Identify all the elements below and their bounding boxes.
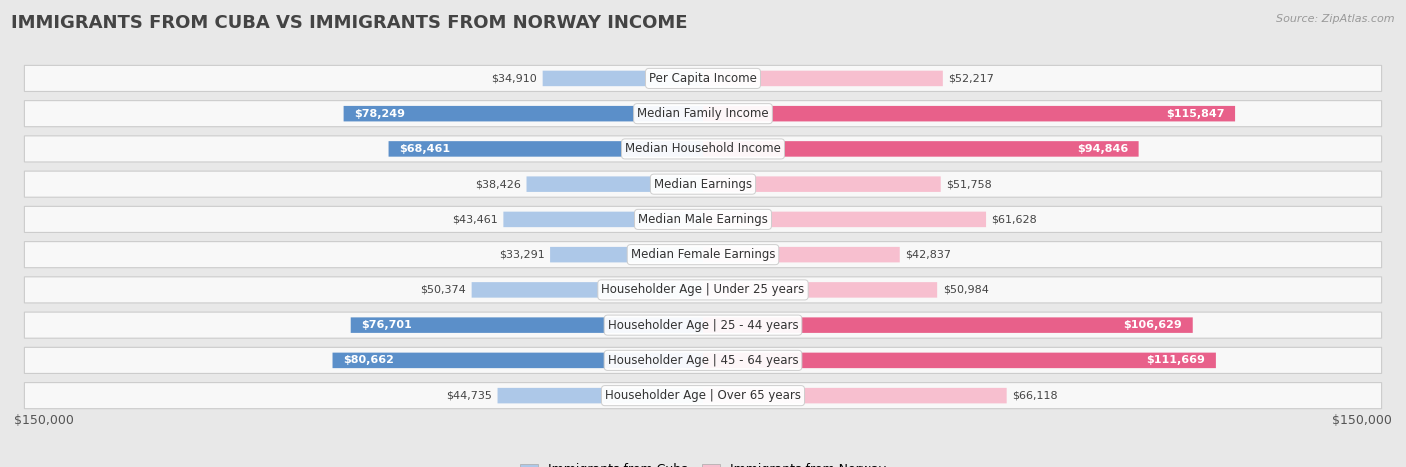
Text: IMMIGRANTS FROM CUBA VS IMMIGRANTS FROM NORWAY INCOME: IMMIGRANTS FROM CUBA VS IMMIGRANTS FROM … <box>11 14 688 32</box>
Text: Median Female Earnings: Median Female Earnings <box>631 248 775 261</box>
Text: $66,118: $66,118 <box>1012 390 1057 401</box>
FancyBboxPatch shape <box>24 241 1382 268</box>
FancyBboxPatch shape <box>526 177 703 192</box>
Text: $50,984: $50,984 <box>942 285 988 295</box>
FancyBboxPatch shape <box>350 318 703 333</box>
FancyBboxPatch shape <box>543 71 703 86</box>
Text: $38,426: $38,426 <box>475 179 522 189</box>
Text: Householder Age | Over 65 years: Householder Age | Over 65 years <box>605 389 801 402</box>
Text: Per Capita Income: Per Capita Income <box>650 72 756 85</box>
FancyBboxPatch shape <box>703 141 1139 156</box>
Text: $50,374: $50,374 <box>420 285 467 295</box>
Text: $80,662: $80,662 <box>343 355 394 365</box>
Text: $106,629: $106,629 <box>1123 320 1182 330</box>
FancyBboxPatch shape <box>503 212 703 227</box>
Text: $34,910: $34,910 <box>492 73 537 84</box>
Text: $61,628: $61,628 <box>991 214 1038 225</box>
Text: $115,847: $115,847 <box>1166 109 1225 119</box>
FancyBboxPatch shape <box>24 347 1382 374</box>
Text: Median Household Income: Median Household Income <box>626 142 780 156</box>
FancyBboxPatch shape <box>703 177 941 192</box>
FancyBboxPatch shape <box>24 206 1382 233</box>
FancyBboxPatch shape <box>703 71 943 86</box>
FancyBboxPatch shape <box>703 212 986 227</box>
FancyBboxPatch shape <box>24 382 1382 409</box>
Text: Median Male Earnings: Median Male Earnings <box>638 213 768 226</box>
Text: $44,735: $44,735 <box>446 390 492 401</box>
FancyBboxPatch shape <box>24 136 1382 162</box>
FancyBboxPatch shape <box>703 388 1007 403</box>
FancyBboxPatch shape <box>333 353 703 368</box>
Text: $42,837: $42,837 <box>905 250 952 260</box>
FancyBboxPatch shape <box>498 388 703 403</box>
Text: $76,701: $76,701 <box>361 320 412 330</box>
Text: Householder Age | 25 - 44 years: Householder Age | 25 - 44 years <box>607 318 799 332</box>
FancyBboxPatch shape <box>24 277 1382 303</box>
Text: $51,758: $51,758 <box>946 179 993 189</box>
FancyBboxPatch shape <box>24 312 1382 338</box>
Text: $150,000: $150,000 <box>14 414 75 427</box>
FancyBboxPatch shape <box>703 247 900 262</box>
FancyBboxPatch shape <box>471 282 703 297</box>
FancyBboxPatch shape <box>550 247 703 262</box>
Text: Median Family Income: Median Family Income <box>637 107 769 120</box>
Text: $52,217: $52,217 <box>948 73 994 84</box>
Text: $111,669: $111,669 <box>1147 355 1205 365</box>
FancyBboxPatch shape <box>343 106 703 121</box>
Text: Median Earnings: Median Earnings <box>654 177 752 191</box>
FancyBboxPatch shape <box>388 141 703 156</box>
FancyBboxPatch shape <box>703 353 1216 368</box>
Text: $78,249: $78,249 <box>354 109 405 119</box>
Legend: Immigrants from Cuba, Immigrants from Norway: Immigrants from Cuba, Immigrants from No… <box>515 458 891 467</box>
Text: Householder Age | Under 25 years: Householder Age | Under 25 years <box>602 283 804 297</box>
FancyBboxPatch shape <box>703 282 938 297</box>
Text: $150,000: $150,000 <box>1331 414 1392 427</box>
Text: $33,291: $33,291 <box>499 250 544 260</box>
Text: $43,461: $43,461 <box>453 214 498 225</box>
FancyBboxPatch shape <box>24 65 1382 92</box>
FancyBboxPatch shape <box>24 171 1382 197</box>
Text: $94,846: $94,846 <box>1077 144 1128 154</box>
FancyBboxPatch shape <box>703 318 1192 333</box>
Text: $68,461: $68,461 <box>399 144 450 154</box>
Text: Source: ZipAtlas.com: Source: ZipAtlas.com <box>1277 14 1395 24</box>
Text: Householder Age | 45 - 64 years: Householder Age | 45 - 64 years <box>607 354 799 367</box>
FancyBboxPatch shape <box>24 100 1382 127</box>
FancyBboxPatch shape <box>703 106 1234 121</box>
